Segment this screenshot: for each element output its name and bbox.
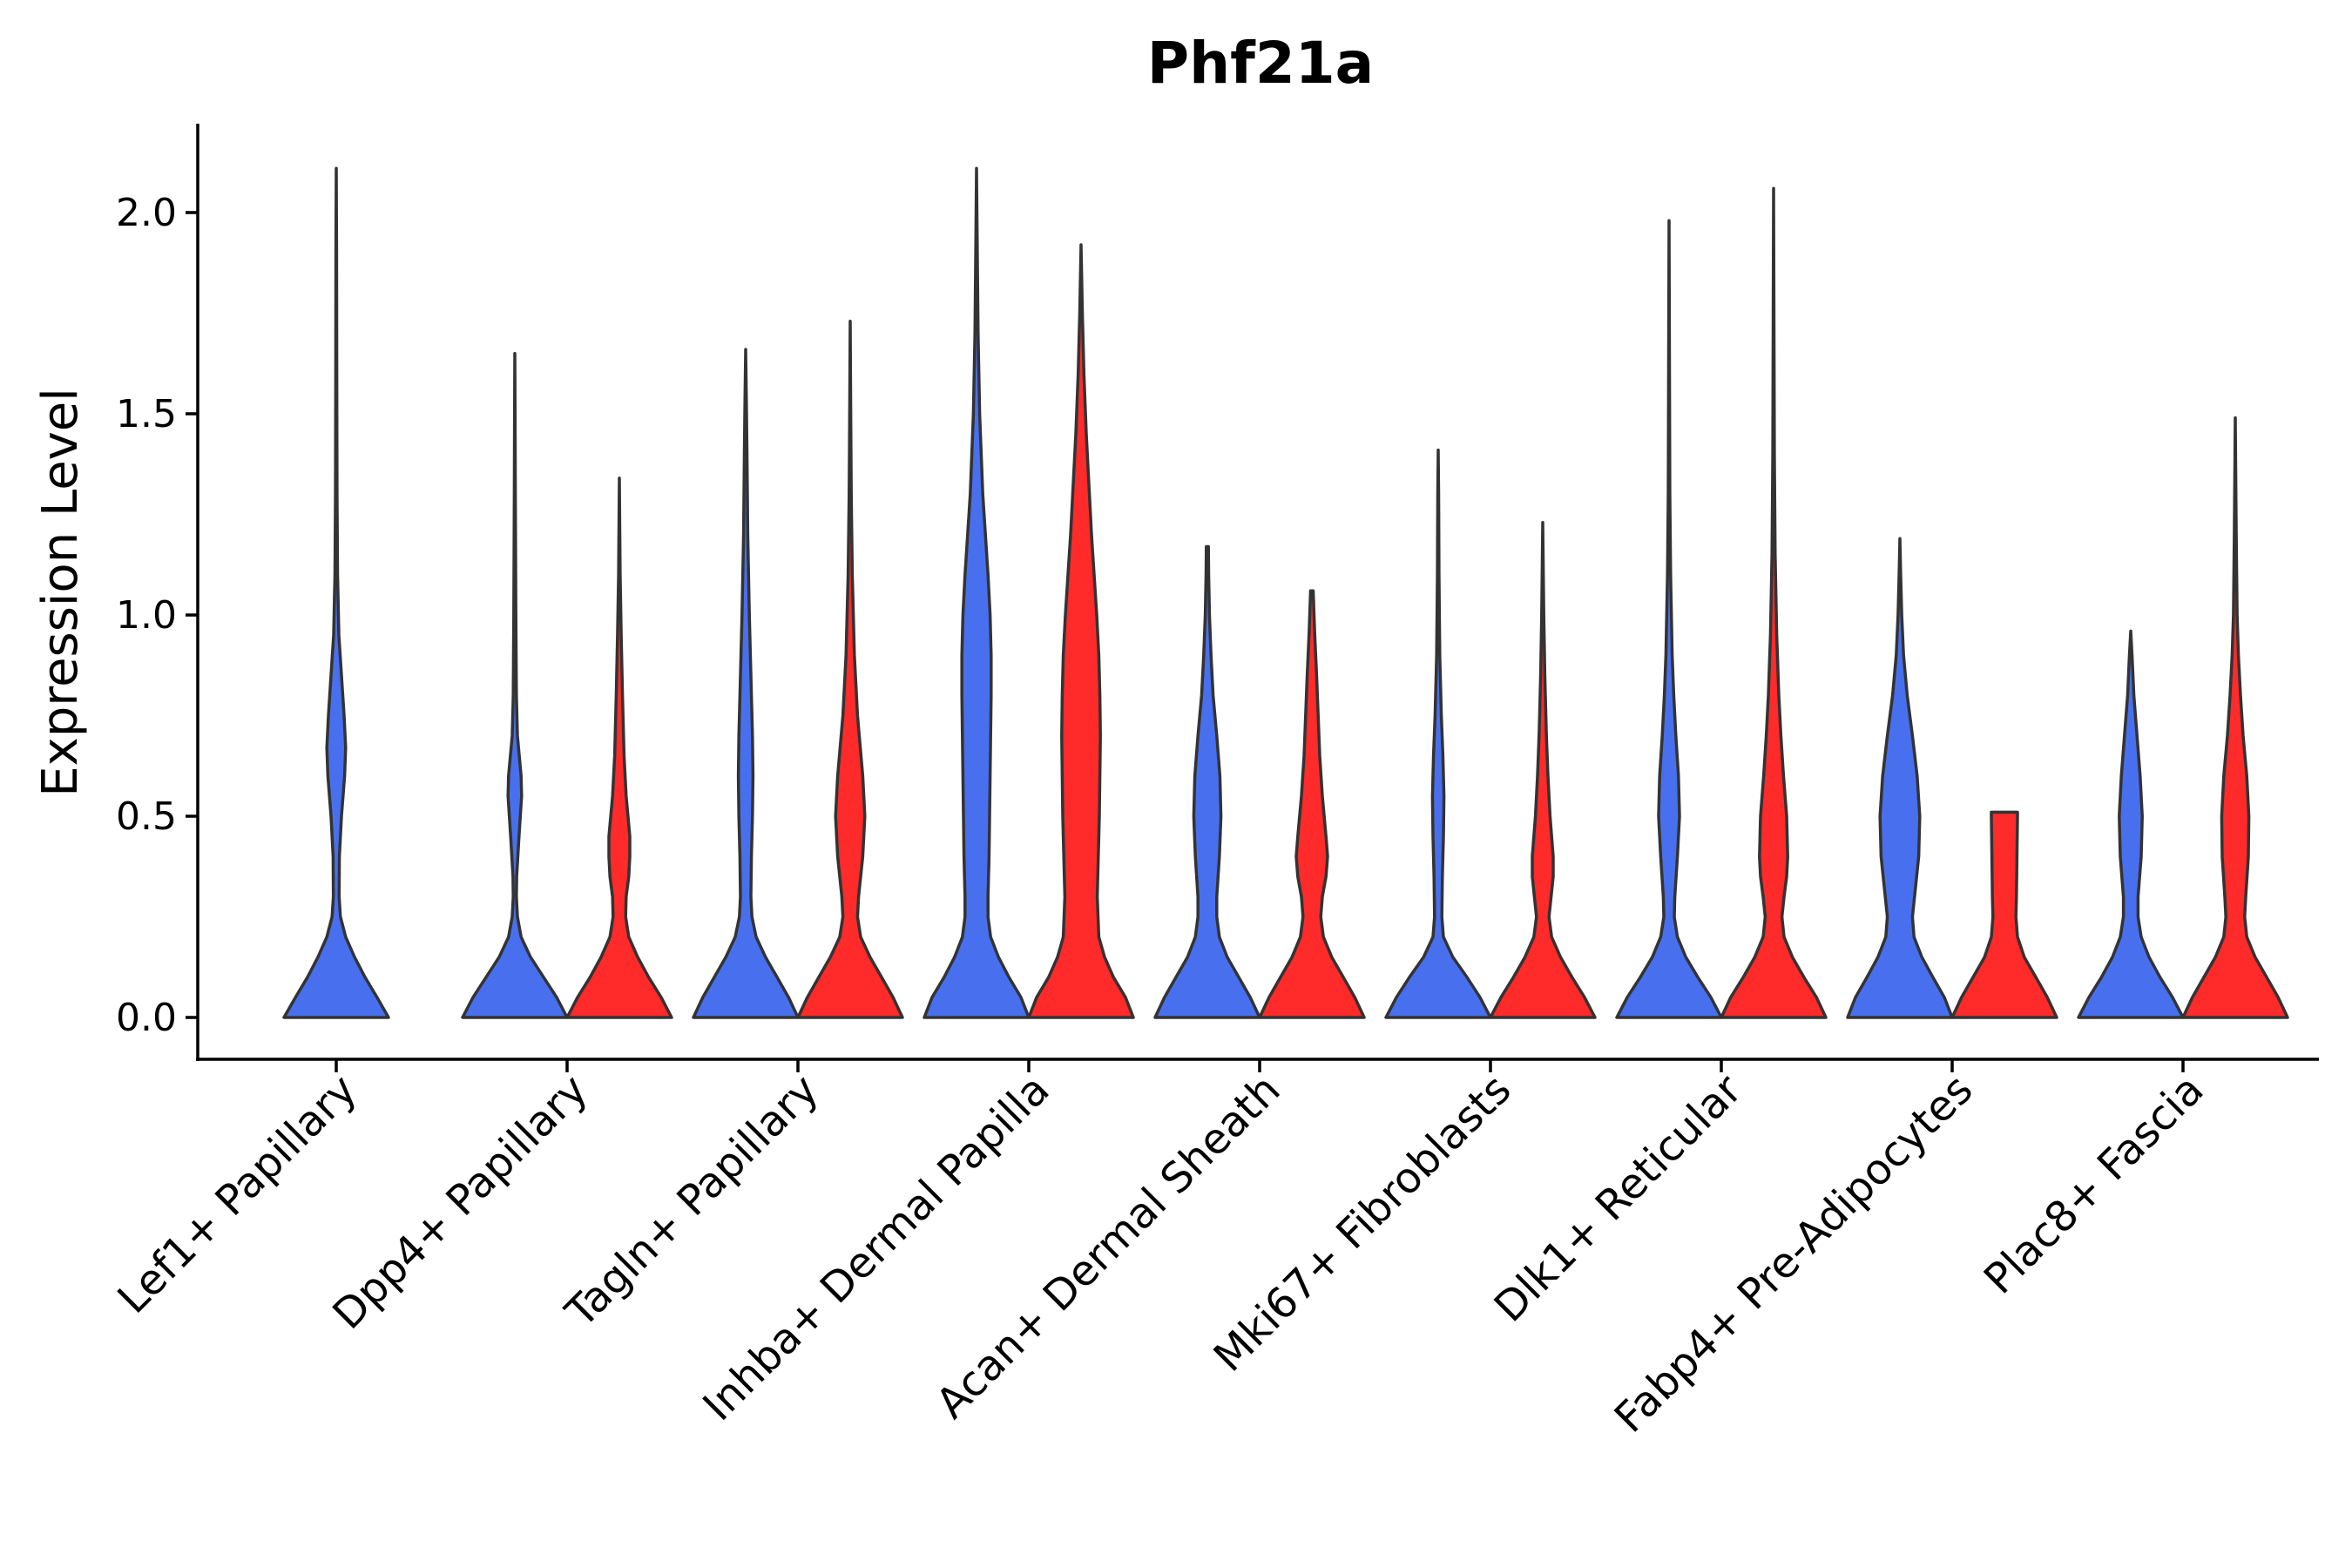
- violin-dpp4-papillary-2: [565, 476, 673, 1019]
- y-tick-label: 2.0: [116, 191, 177, 235]
- x-tick-label: Plac8+ Fascia: [1975, 1065, 2213, 1304]
- x-tick-label: Tagln+ Papillary: [556, 1065, 828, 1337]
- y-tick-label: 1.0: [116, 593, 177, 638]
- x-tick-label: Lef1+ Papillary: [109, 1065, 367, 1323]
- y-axis-label: Expression Level: [32, 388, 89, 797]
- violin-fabp4-pre-adipocytes-1: [1846, 537, 1954, 1019]
- violin-fabp4-pre-adipocytes-2: [1950, 810, 2058, 1019]
- violin-dpp4-papillary-1: [461, 351, 569, 1019]
- violin-lef1-papillary-1: [282, 166, 390, 1019]
- y-tick-label: 1.5: [116, 392, 177, 436]
- violin-plac8-fascia-1: [2077, 629, 2185, 1019]
- chart-title: Phf21a: [1147, 30, 1374, 97]
- violin-inhba-dermal-papilla-2: [1027, 243, 1135, 1019]
- violins-layer: [282, 166, 2289, 1019]
- violin-mki67-fibroblasts-2: [1489, 520, 1597, 1019]
- violin-tagln-papillary-2: [796, 319, 904, 1019]
- x-tick-label: Dpp4+ Papillary: [323, 1065, 597, 1339]
- y-tick-label: 0.0: [116, 996, 177, 1040]
- y-tick-label: 0.5: [116, 794, 177, 839]
- axes-layer: [196, 124, 2319, 1061]
- violin-acan-dermal-sheath-1: [1153, 544, 1261, 1019]
- violin-tagln-papillary-1: [692, 348, 800, 1019]
- x-tick-label: Dlk1+ Reticular: [1485, 1065, 1752, 1332]
- violin-dlk1-reticular-1: [1615, 219, 1723, 1019]
- y-ticks-layer: 0.0 0.5 1.0 1.5 2.0: [116, 191, 198, 1040]
- violin-acan-dermal-sheath-2: [1258, 589, 1366, 1019]
- violin-mki67-fibroblasts-1: [1384, 448, 1492, 1019]
- violin-dlk1-reticular-2: [1720, 186, 1828, 1019]
- violin-inhba-dermal-papilla-1: [923, 166, 1031, 1019]
- violin-plac8-fascia-2: [2181, 416, 2289, 1019]
